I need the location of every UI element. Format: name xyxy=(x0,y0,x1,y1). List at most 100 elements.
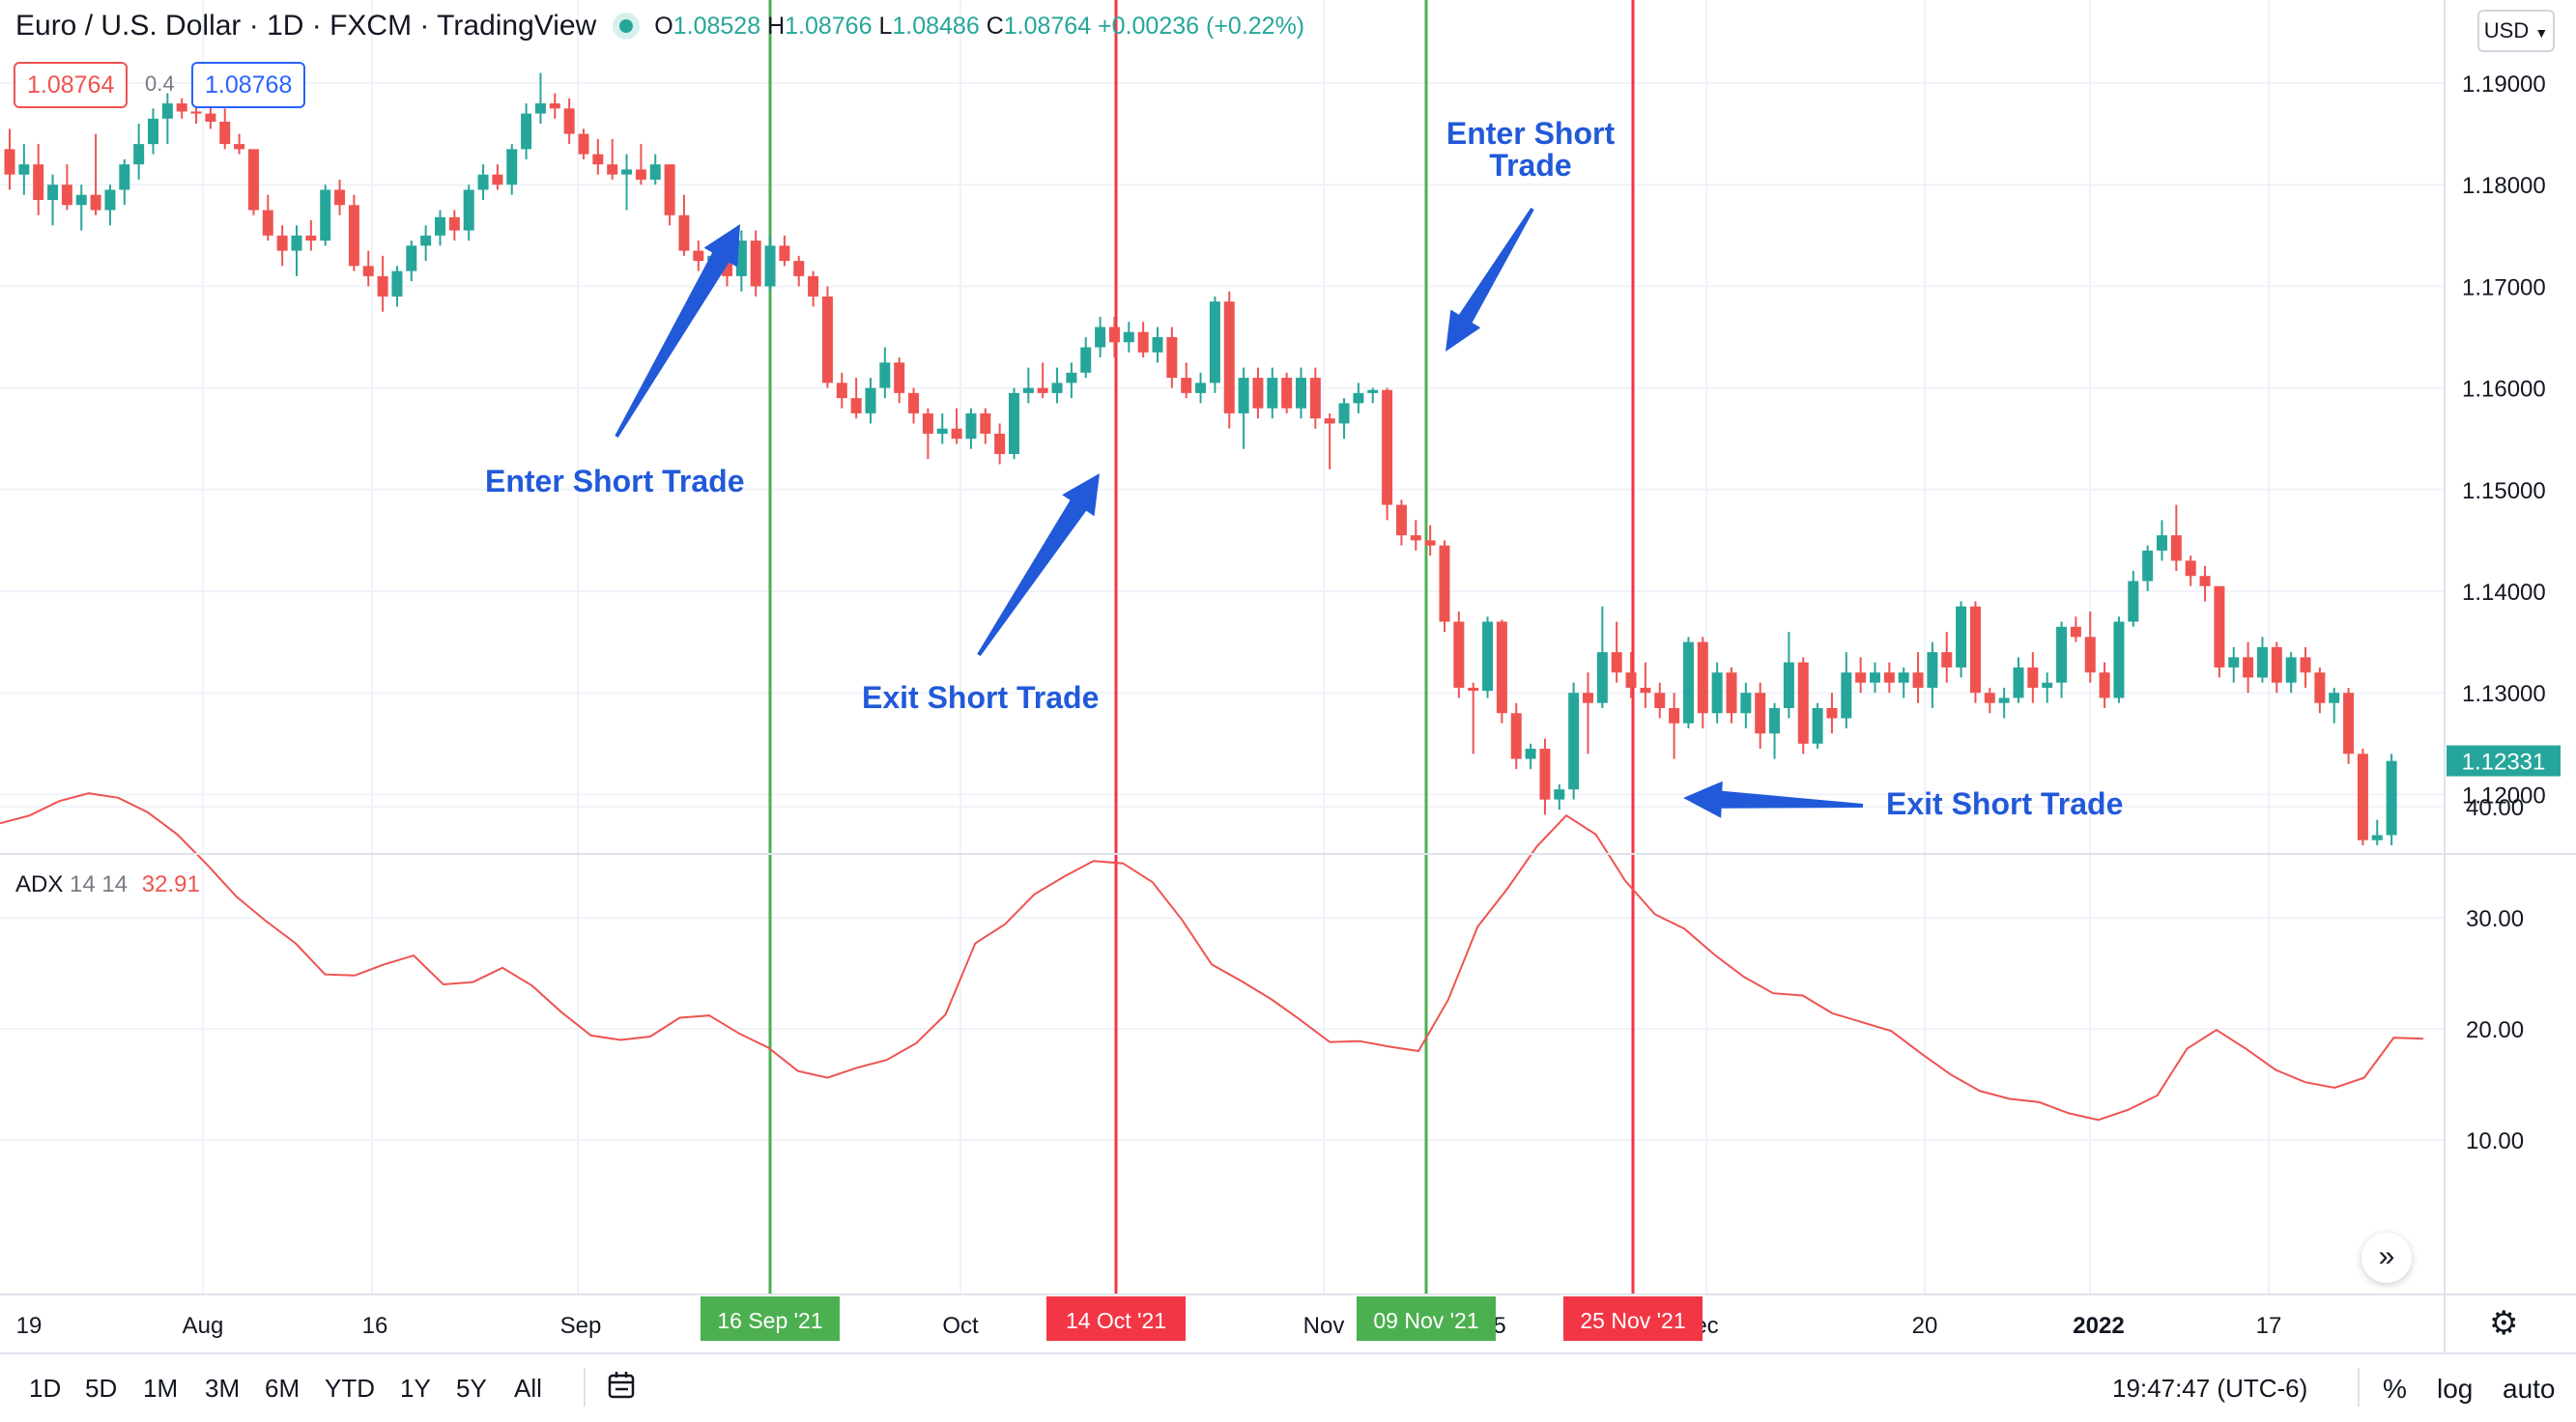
candle-body xyxy=(1410,535,1421,541)
candle-body xyxy=(1022,387,1034,393)
currency-select[interactable]: USD ▼ xyxy=(2477,10,2555,52)
time-tick-label: Nov xyxy=(1303,1313,1345,1339)
adx-value: 32.91 xyxy=(141,871,200,897)
candle-body xyxy=(2042,682,2053,688)
session-clock[interactable]: 19:47:47 (UTC-6) xyxy=(2112,1374,2308,1403)
symbol-title[interactable]: Euro / U.S. Dollar · 1D · FXCM · Trading… xyxy=(15,10,597,42)
chevron-down-icon: ▼ xyxy=(2534,25,2549,41)
candle-body xyxy=(908,392,920,413)
candle-body xyxy=(1166,337,1178,379)
gear-icon[interactable]: ⚙ xyxy=(2489,1305,2519,1342)
price-chart[interactable]: 1.19000 1.18000 1.17000 1.16000 1.15000 1.140… xyxy=(0,0,2576,1352)
candle-body xyxy=(1883,672,1895,683)
candle-body xyxy=(1898,672,1909,683)
time-tick-label: Aug xyxy=(183,1313,224,1339)
symbol-header: Euro / U.S. Dollar · 1D · FXCM · Trading… xyxy=(15,10,1304,43)
timeframe-6m[interactable]: 6M xyxy=(265,1374,301,1403)
candle-body xyxy=(1912,672,1924,688)
candle-body xyxy=(492,174,503,185)
candle-body xyxy=(377,275,388,297)
candle-body xyxy=(821,296,833,384)
marker-date-label: 09 Nov '21 xyxy=(1373,1308,1478,1333)
candle-body xyxy=(1080,347,1092,373)
candle-body xyxy=(291,235,302,251)
chart-grid xyxy=(0,0,2445,1294)
adx-legend[interactable]: ADX 14 14 32.91 xyxy=(15,871,200,898)
candle-body xyxy=(2300,657,2311,673)
candle-body xyxy=(722,255,732,276)
candle-body xyxy=(219,121,231,145)
percent-scale-toggle[interactable]: % xyxy=(2383,1374,2407,1404)
candle-body xyxy=(47,185,59,200)
candle-body xyxy=(448,216,460,231)
candle-body xyxy=(2185,560,2196,577)
price-tick-label: 1.15000 xyxy=(2462,478,2546,504)
timeframe-all[interactable]: All xyxy=(514,1374,542,1403)
candle-body xyxy=(1956,606,1967,668)
auto-scale-toggle[interactable]: auto xyxy=(2503,1374,2556,1404)
candle-body xyxy=(549,103,560,109)
candle-body xyxy=(1496,621,1507,714)
scroll-to-realtime-button[interactable]: » xyxy=(2361,1233,2412,1283)
candle-body xyxy=(1009,392,1019,454)
candle-body xyxy=(406,245,417,271)
adx-tick-label: 20.00 xyxy=(2466,1017,2524,1043)
candle-body xyxy=(1195,383,1207,393)
candle-body xyxy=(1510,713,1522,759)
buy-price-button[interactable]: 1.08768 xyxy=(191,62,306,108)
calendar-range-icon[interactable] xyxy=(607,1370,638,1401)
sell-price-button[interactable]: 1.08764 xyxy=(14,62,129,108)
candle-body xyxy=(420,235,432,246)
candle-body xyxy=(1181,378,1192,393)
candle-body xyxy=(334,189,346,206)
timeframe-1y[interactable]: 1Y xyxy=(400,1374,431,1403)
candle-body xyxy=(1697,641,1708,714)
candle-body xyxy=(4,149,15,175)
adx-params: 14 14 xyxy=(70,871,129,897)
candle-body xyxy=(578,133,589,155)
candle-body xyxy=(2285,657,2297,683)
candle-body xyxy=(1309,378,1321,419)
annotation-enter-short-2: Enter Short Trade xyxy=(1445,116,1616,183)
last-price-label: 1.12331 xyxy=(2462,750,2546,776)
candle-body xyxy=(477,174,489,190)
candle-body xyxy=(1439,545,1450,622)
candle-body xyxy=(391,270,403,297)
candle-body xyxy=(980,412,991,434)
annotation-enter-short-1: Enter Short Trade xyxy=(485,464,745,498)
timeframe-5d[interactable]: 5D xyxy=(85,1374,118,1403)
candlestick-series xyxy=(4,72,2397,845)
price-tick-label: 1.16000 xyxy=(2462,377,2546,403)
candle-body xyxy=(1137,331,1149,353)
candle-body xyxy=(2084,637,2096,673)
timeframe-1d[interactable]: 1D xyxy=(29,1374,62,1403)
candle-body xyxy=(234,144,245,150)
candle-body xyxy=(534,103,546,114)
log-scale-toggle[interactable]: log xyxy=(2437,1374,2474,1404)
time-tick-label: 16 xyxy=(362,1313,388,1339)
price-tick-label: 1.14000 xyxy=(2462,580,2546,606)
candle-body xyxy=(320,189,331,242)
bottom-toolbar: 1D 5D 1M 3M 6M YTD 1Y 5Y All 19:47:47 (U… xyxy=(0,1352,2576,1422)
candle-body xyxy=(2128,581,2139,622)
candle-body xyxy=(779,245,790,262)
candle-body xyxy=(621,169,633,175)
time-axis-labels: 19 Aug 16 Sep Oct Nov 5 ec 20 2022 17 xyxy=(16,1313,2282,1339)
candle-body xyxy=(61,185,72,206)
candle-body xyxy=(1625,672,1637,688)
timeframe-1m[interactable]: 1M xyxy=(143,1374,179,1403)
candle-body xyxy=(1927,652,1938,688)
timeframe-ytd[interactable]: YTD xyxy=(325,1374,375,1403)
candle-body xyxy=(2214,585,2225,668)
candle-body xyxy=(506,149,518,185)
candle-body xyxy=(1296,378,1306,409)
candle-body xyxy=(1525,749,1536,759)
candle-body xyxy=(2314,672,2326,703)
candle-body xyxy=(850,398,862,413)
candle-body xyxy=(635,169,646,180)
timeframe-5y[interactable]: 5Y xyxy=(456,1374,487,1403)
candle-body xyxy=(965,412,977,440)
candle-body xyxy=(865,387,876,413)
candle-body xyxy=(563,108,575,134)
timeframe-3m[interactable]: 3M xyxy=(205,1374,241,1403)
